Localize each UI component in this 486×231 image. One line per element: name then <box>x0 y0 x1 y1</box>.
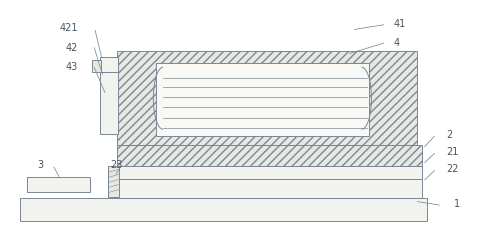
Bar <box>117 166 422 179</box>
Text: 2: 2 <box>447 130 453 140</box>
Text: 4: 4 <box>393 38 399 48</box>
Text: 23: 23 <box>110 160 123 170</box>
Text: 21: 21 <box>447 147 459 157</box>
Text: 42: 42 <box>66 43 78 53</box>
Bar <box>100 57 119 72</box>
Text: 421: 421 <box>60 23 78 33</box>
Bar <box>20 198 427 221</box>
Bar <box>117 179 422 198</box>
Text: 41: 41 <box>393 19 405 29</box>
Text: 22: 22 <box>447 164 459 174</box>
Text: 3: 3 <box>37 160 43 170</box>
Text: 1: 1 <box>454 199 460 209</box>
Bar <box>117 51 417 145</box>
Bar <box>108 166 119 197</box>
Bar <box>156 63 369 136</box>
Bar <box>92 60 101 72</box>
Bar <box>27 177 90 192</box>
Text: 43: 43 <box>66 62 78 72</box>
Bar <box>117 145 422 166</box>
Bar <box>100 72 119 134</box>
